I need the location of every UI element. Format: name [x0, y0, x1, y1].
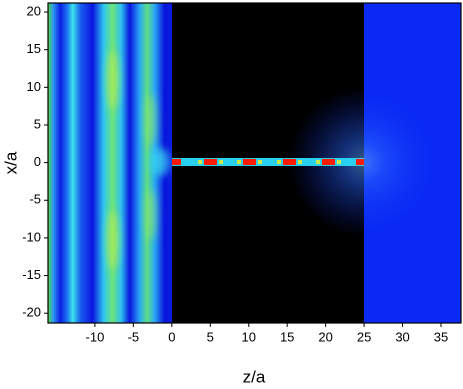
- y-tick-label: 0: [34, 154, 41, 169]
- field-map: [48, 3, 461, 323]
- x-tick-label: 0: [168, 329, 175, 344]
- y-tick-label: -15: [22, 267, 41, 282]
- x-axis-label: z/a: [243, 367, 266, 386]
- x-tick-label: 25: [357, 329, 371, 344]
- x-tick-label: -10: [86, 329, 105, 344]
- x-tick-label: 5: [207, 329, 214, 344]
- waveguide: [172, 158, 364, 166]
- x-tick-label: -5: [128, 329, 140, 344]
- y-tick-label: -5: [29, 192, 41, 207]
- y-tick-label: 10: [27, 79, 41, 94]
- y-tick-label: -10: [22, 229, 41, 244]
- x-tick-label: 20: [318, 329, 332, 344]
- y-tick-label: 5: [34, 116, 41, 131]
- y-tick-label: 20: [27, 3, 41, 18]
- x-tick-label: 35: [434, 329, 448, 344]
- waveguide-halo: [198, 160, 341, 164]
- y-axis-label: x/a: [1, 151, 20, 174]
- x-tick-label: 15: [280, 329, 294, 344]
- x-tick-label: 30: [395, 329, 409, 344]
- waveguide-hotspots: [172, 159, 364, 165]
- y-tick-label: 15: [27, 41, 41, 56]
- y-tick-label: -20: [22, 305, 41, 320]
- field-lobes: [107, 50, 170, 270]
- x-tick-label: 10: [241, 329, 255, 344]
